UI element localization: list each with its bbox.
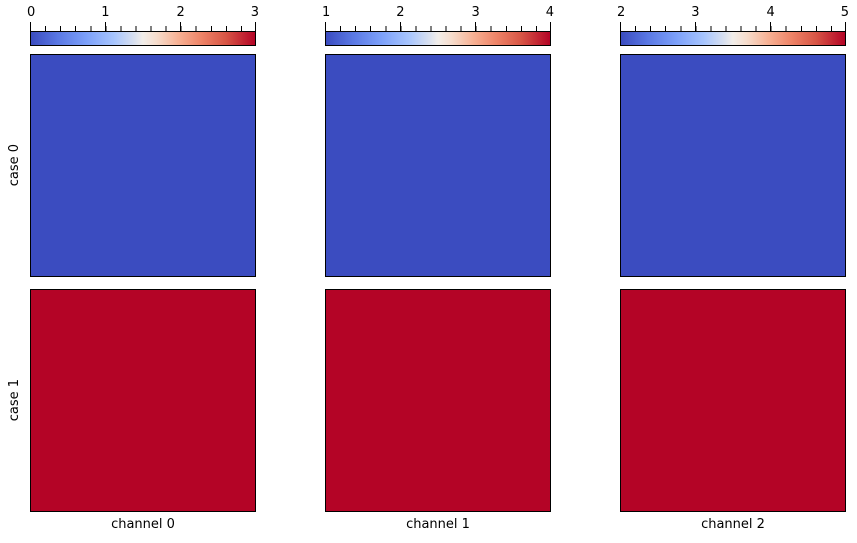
colorbar-tick-label: 5 xyxy=(840,5,849,20)
column-label: channel 0 xyxy=(111,517,175,532)
colorbar-tick-label: 1 xyxy=(101,5,110,20)
row-label-case-1: case 1 xyxy=(2,289,26,512)
minor-ticks xyxy=(325,26,551,31)
colorbar-tick-labels: 2 3 4 5 xyxy=(616,5,849,20)
colorbar-tick-label: 3 xyxy=(250,5,259,20)
heatmap-cell-case0-channel0 xyxy=(30,54,256,277)
major-tick xyxy=(620,22,621,31)
major-tick xyxy=(325,22,326,31)
colorbar-tick-labels: 1 2 3 4 xyxy=(321,5,554,20)
colorbar-tick-label: 0 xyxy=(26,5,36,20)
colorbar-tick-label: 4 xyxy=(545,5,554,20)
row-label-case-0: case 0 xyxy=(2,54,26,277)
colorbar-tick-label: 3 xyxy=(471,5,480,20)
major-tick xyxy=(255,22,256,31)
heatmap-cell-case1-channel1 xyxy=(325,289,551,512)
major-tick xyxy=(694,22,696,31)
colorbar-tick-marks xyxy=(620,22,846,31)
major-tick xyxy=(550,22,551,31)
heatmap-cell-case0-channel1 xyxy=(325,54,551,277)
colorbar-tick-label: 4 xyxy=(766,5,775,20)
column-channel-1: 1 2 3 4 channel 1 xyxy=(321,0,554,543)
colorbar-tick-label: 3 xyxy=(691,5,700,20)
major-tick xyxy=(180,22,182,31)
colorbar-tick-marks xyxy=(325,22,551,31)
minor-ticks xyxy=(620,26,846,31)
colorbar-tick-label: 2 xyxy=(176,5,185,20)
colorbar xyxy=(30,31,256,46)
colorbar-tick-label: 1 xyxy=(321,5,331,20)
colorbar xyxy=(620,31,846,46)
minor-ticks xyxy=(30,26,256,31)
major-tick xyxy=(475,22,477,31)
colorbar-tick-labels: 0 1 2 3 xyxy=(26,5,259,20)
colorbar-tick-label: 2 xyxy=(616,5,626,20)
major-tick xyxy=(845,22,846,31)
colorbar-tick-marks xyxy=(30,22,256,31)
column-label: channel 1 xyxy=(406,517,470,532)
row-label-text: case 1 xyxy=(6,379,22,422)
major-tick xyxy=(770,22,772,31)
column-channel-2: 2 3 4 5 channel 2 xyxy=(616,0,849,543)
heatmap-cell-case1-channel0 xyxy=(30,289,256,512)
colorbar-tick-label: 2 xyxy=(396,5,405,20)
column-label: channel 2 xyxy=(701,517,765,532)
heatmap-cell-case0-channel2 xyxy=(620,54,846,277)
row-label-text: case 0 xyxy=(6,144,22,187)
heatmap-cell-case1-channel2 xyxy=(620,289,846,512)
colorbar xyxy=(325,31,551,46)
column-channel-0: 0 1 2 3 channel 0 xyxy=(26,0,259,543)
major-tick xyxy=(104,22,106,31)
major-tick xyxy=(30,22,31,31)
major-tick xyxy=(399,22,401,31)
